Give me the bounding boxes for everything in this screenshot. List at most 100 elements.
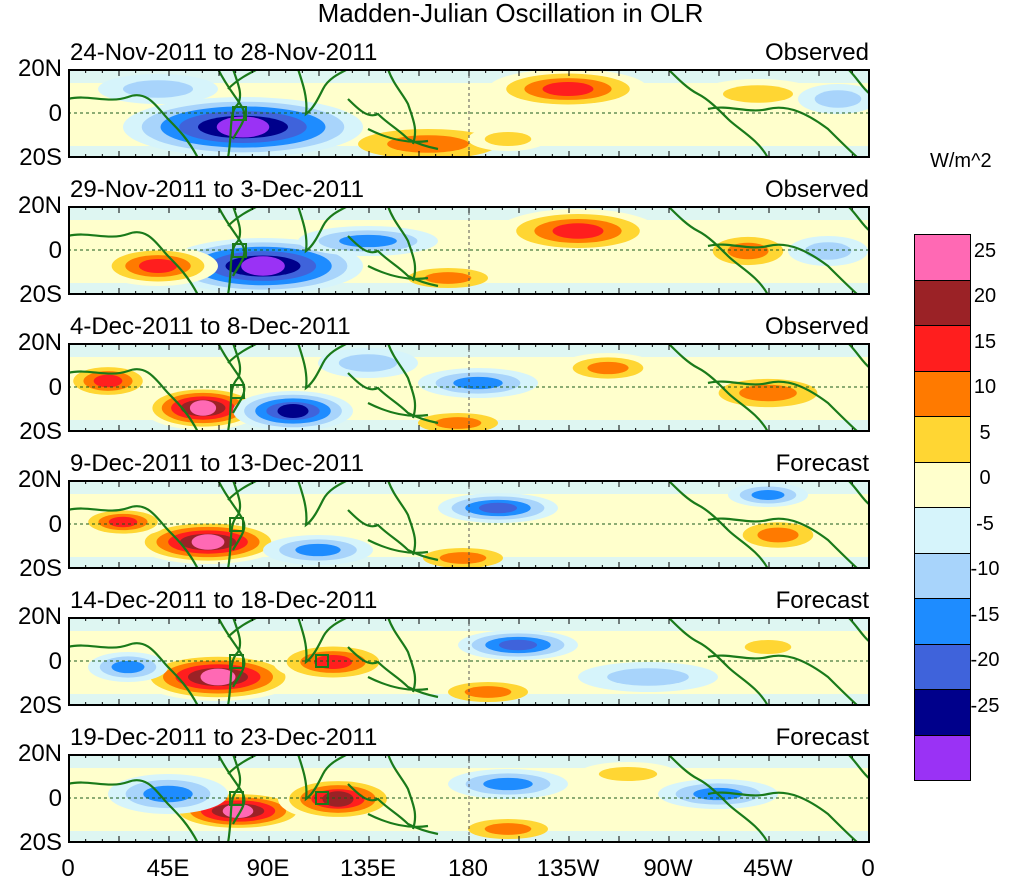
coastline xyxy=(347,646,439,699)
anomaly-contour xyxy=(542,82,594,96)
olr-anomaly-map xyxy=(68,617,870,706)
y-tick-label: 20S xyxy=(19,555,62,582)
anomaly-contour xyxy=(484,823,532,835)
coastline xyxy=(667,754,769,843)
coastline xyxy=(667,69,769,158)
coastline xyxy=(347,98,439,151)
coastline xyxy=(386,206,417,282)
chart-title: Madden-Julian Oscillation in OLR xyxy=(317,0,704,28)
anomaly-contour xyxy=(277,404,309,418)
x-tick-label: 0 xyxy=(61,855,75,882)
y-tick-label: 20S xyxy=(19,281,62,308)
panel-kind: Forecast xyxy=(775,724,869,751)
legend-swatch xyxy=(914,279,971,326)
legend-label: 5 xyxy=(979,421,991,444)
legend-swatch xyxy=(914,552,971,599)
coastline xyxy=(296,69,349,117)
y-tick-label: 20S xyxy=(19,829,62,856)
y-tick-label: 20N xyxy=(17,603,62,630)
anomaly-contour xyxy=(814,90,862,108)
x-tick-label: 180 xyxy=(447,855,489,882)
legend-swatch xyxy=(914,734,971,781)
y-tick-label: 20N xyxy=(17,466,62,493)
panel-kind: Observed xyxy=(764,313,869,340)
anomaly-contour xyxy=(111,660,145,674)
anomaly-contour xyxy=(498,639,538,651)
y-tick-label: 0 xyxy=(48,511,62,538)
legend-swatch xyxy=(914,598,971,645)
coastline xyxy=(68,368,199,432)
anomaly-contour xyxy=(338,354,398,372)
olr-anomaly-map xyxy=(68,69,870,158)
anomaly-contour xyxy=(483,777,533,791)
anomaly-contour xyxy=(123,80,193,98)
panel-date-range: 29-Nov-2011 to 3-Dec-2011 xyxy=(70,176,364,203)
anomaly-contour xyxy=(439,552,487,564)
coastline xyxy=(347,783,439,836)
y-tick-label: 0 xyxy=(48,785,62,812)
panel-kind: Observed xyxy=(764,176,869,203)
olr-anomaly-map xyxy=(68,206,870,295)
coastline xyxy=(707,517,859,569)
panel-date-range: 4-Dec-2011 to 8-Dec-2011 xyxy=(70,313,351,340)
coastline xyxy=(367,813,429,828)
coastline xyxy=(667,617,769,706)
coastline xyxy=(367,128,429,143)
olr-map-panel xyxy=(68,754,870,843)
anomaly-contour xyxy=(189,400,217,416)
olr-map-panel xyxy=(68,343,870,432)
legend-swatch xyxy=(914,370,971,417)
coastline xyxy=(386,343,417,419)
coastline xyxy=(347,235,439,288)
anomaly-contour xyxy=(739,384,797,402)
coastline xyxy=(226,206,242,295)
coastline xyxy=(217,69,246,140)
coastline xyxy=(296,206,349,254)
legend-label: -15 xyxy=(970,603,1000,626)
legend-label: 25 xyxy=(973,239,997,262)
coastline xyxy=(217,343,246,414)
coastline xyxy=(707,791,859,843)
coastline xyxy=(367,676,429,691)
anomaly-contour xyxy=(478,502,518,514)
x-tick-label: 135W xyxy=(536,855,600,882)
anomaly-contour xyxy=(339,234,397,248)
anomaly-contour xyxy=(295,543,341,557)
panel-kind: Observed xyxy=(764,39,869,66)
coastline xyxy=(68,231,199,295)
panel-date-range: 9-Dec-2011 to 13-Dec-2011 xyxy=(70,450,364,477)
anomaly-contour xyxy=(598,767,658,781)
anomaly-contour xyxy=(108,516,138,528)
legend-label: -10 xyxy=(970,558,1000,580)
coastline xyxy=(707,380,859,432)
y-tick-label: 20N xyxy=(17,55,62,82)
panel-date-range: 14-Dec-2011 to 18-Dec-2011 xyxy=(70,587,378,614)
anomaly-contour xyxy=(313,655,353,669)
y-tick-label: 20N xyxy=(17,740,62,767)
legend-label: -5 xyxy=(976,512,994,535)
x-tick-label: 45E xyxy=(146,855,190,882)
coastline xyxy=(707,106,859,158)
olr-anomaly-map xyxy=(68,754,870,843)
anomaly-contour xyxy=(757,527,799,543)
coastline xyxy=(296,480,349,528)
anomaly-contour xyxy=(484,132,532,146)
olr-anomaly-map xyxy=(68,480,870,569)
panel-date-range: 24-Nov-2011 to 28-Nov-2011 xyxy=(70,39,378,66)
legend-label: -20 xyxy=(970,649,1000,671)
anomaly-contour xyxy=(607,668,689,686)
coastline xyxy=(347,372,439,425)
coastline xyxy=(667,206,769,295)
anomaly-contour xyxy=(804,242,852,260)
legend-swatch xyxy=(914,689,971,736)
y-tick-label: 0 xyxy=(48,237,62,264)
legend-swatch xyxy=(914,416,971,463)
coastline xyxy=(707,243,859,295)
coastline xyxy=(296,617,349,665)
anomaly-contour xyxy=(191,534,225,550)
coastline xyxy=(386,617,417,693)
coastline xyxy=(347,509,439,562)
coastline xyxy=(226,754,242,843)
anomaly-contour xyxy=(241,256,285,276)
olr-map-panel xyxy=(68,206,870,295)
